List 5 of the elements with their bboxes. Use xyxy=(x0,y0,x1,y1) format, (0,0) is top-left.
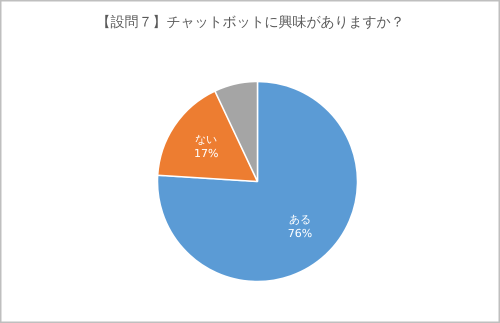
slice-label: ない xyxy=(195,133,218,146)
data-label: 76% xyxy=(288,227,312,240)
slice-label: ある xyxy=(288,213,311,226)
data-label: 17% xyxy=(194,147,218,160)
chart-title: 【設問７】チャットボットに興味がありますか？ xyxy=(96,14,404,30)
